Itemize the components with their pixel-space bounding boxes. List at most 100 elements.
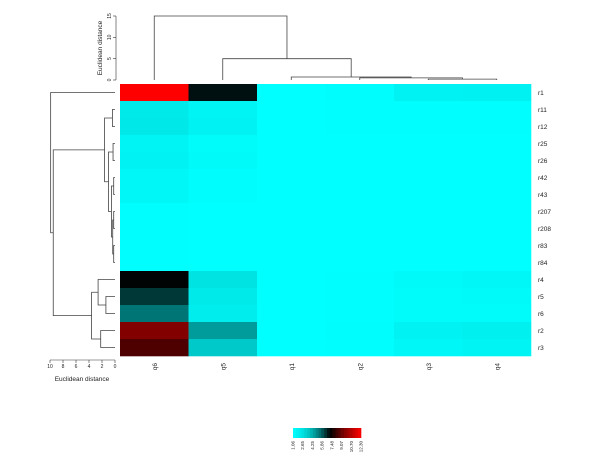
heatmap-cell-r207-q5 [188,203,258,221]
heatmap-cell-r6-q1 [257,305,326,323]
color-key-swatch [346,428,350,438]
heatmap-cell-r84-q1 [257,254,326,272]
color-key-label: 4.25 [310,441,315,450]
heatmap-cell-r1-q1 [257,84,326,102]
heatmap-cell-r6-q3 [394,305,463,323]
heatmap-cell-r4-q4 [462,271,532,289]
column-label-q5: q5 [220,363,227,371]
row-label-r1: r1 [538,90,544,97]
row-dendrogram-axis: 10 8 6 4 2 0 Euclidean distance [47,359,117,383]
heatmap-cell-r84-q4 [462,254,532,272]
heatmap-cell-r3-q6 [120,339,189,357]
row-axis-tick-label: 4 [88,364,91,370]
heatmap-cell-r11-q3 [394,101,463,119]
heatmap-cell-r5-q4 [462,288,532,306]
heatmap-cell-r6-q4 [462,305,532,323]
heatmap-cell-r6-q2 [325,305,395,323]
row-dendrogram-link [97,279,115,306]
heatmap-cell-r4-q3 [394,271,463,289]
column-label-q3: q3 [426,363,433,371]
heatmap-cell-r25-q5 [188,135,258,153]
color-key-swatch [344,428,348,438]
color-key-swatch [358,428,362,438]
row-dendrogram-link [113,177,115,195]
color-key-swatch [349,428,353,438]
heatmap-cell-r43-q5 [188,186,258,204]
row-dendrogram-link [52,149,105,317]
color-key-swatch [298,428,302,438]
row-label-r6: r6 [538,311,544,318]
heatmap-cell-r26-q3 [394,152,463,170]
column-axis-tick-label: 10 [107,34,113,40]
row-dendrogram-link [113,211,115,229]
column-label-q6: q6 [152,363,159,371]
row-dendrogram-link [112,109,115,127]
row-label-r12: r12 [538,124,548,131]
color-key-swatch [304,428,308,438]
color-key-swatch [324,428,328,438]
heatmap-cell-r12-q5 [188,118,258,136]
color-key-swatch [321,428,325,438]
heatmap-cell-r12-q2 [325,118,395,136]
heatmap-cell-r43-q4 [462,186,532,204]
row-axis-label: Euclidean distance [55,376,110,383]
color-key-swatch [310,428,314,438]
heatmap-cell-r83-q1 [257,237,326,255]
row-dendrogram-link [50,92,115,234]
color-key-swatch [338,428,342,438]
row-dendrogram [50,92,115,348]
heatmap-cell-r26-q2 [325,152,395,170]
heatmap-cell-r208-q3 [394,220,463,238]
heatmap-cell-r3-q4 [462,339,532,357]
column-dendrogram-link [153,15,288,80]
heatmap-cell-r5-q2 [325,288,395,306]
color-key-swatch [307,428,311,438]
heatmap-cell-r12-q6 [120,118,189,136]
heatmap-cell-r1-q3 [394,84,463,102]
heatmap-cell-r43-q3 [394,186,463,204]
heatmap-cell-r208-q5 [188,220,258,238]
column-axis-tick-label: 15 [107,13,113,19]
heatmap-cell-r3-q3 [394,339,463,357]
column-axis-tick-label: 0 [107,78,113,81]
heatmap-cell-r11-q5 [188,101,258,119]
heatmap-cell-r84-q2 [325,254,395,272]
column-label-q1: q1 [289,363,296,371]
row-dendrogram-link [100,330,115,348]
column-axis-label: Euclidean distance [97,20,104,75]
color-key-swatch [315,428,319,438]
color-key-swatch [295,428,299,438]
color-key-swatch [312,428,316,438]
heatmap-cell-r208-q2 [325,220,395,238]
row-label-r5: r5 [538,294,544,301]
heatmap-cell-r25-q6 [120,135,189,153]
color-key-label: 5.86 [320,441,325,450]
heatmap-cell-r208-q4 [462,220,532,238]
row-label-r2: r2 [538,328,544,335]
row-dendrogram-link [108,151,114,212]
heatmap-cell-r43-q1 [257,186,326,204]
heatmap-cell-r84-q3 [394,254,463,272]
color-key-swatch [335,428,339,438]
heatmap-cell-r207-q3 [394,203,463,221]
row-label-r25: r25 [538,141,548,148]
color-key-label: 7.48 [329,441,334,450]
heatmap-cell-r11-q2 [325,101,395,119]
column-dendrogram-link [222,58,352,80]
column-dendrogram-link [427,78,498,80]
column-label-q2: q2 [357,363,364,371]
row-label-r26: r26 [538,158,548,165]
row-label-r11: r11 [538,107,547,114]
row-dendrogram-link [113,245,115,263]
heatmap-cell-r26-q1 [257,152,326,170]
column-dendrogram-link [290,76,412,80]
heatmap-cell-r83-q5 [188,237,258,255]
heatmap-cell-r83-q2 [325,237,395,255]
heatmap-cell-r207-q1 [257,203,326,221]
row-label-r3: r3 [538,345,544,352]
heatmap-cell-r5-q1 [257,288,326,306]
heatmap-cell-r6-q6 [120,305,189,323]
